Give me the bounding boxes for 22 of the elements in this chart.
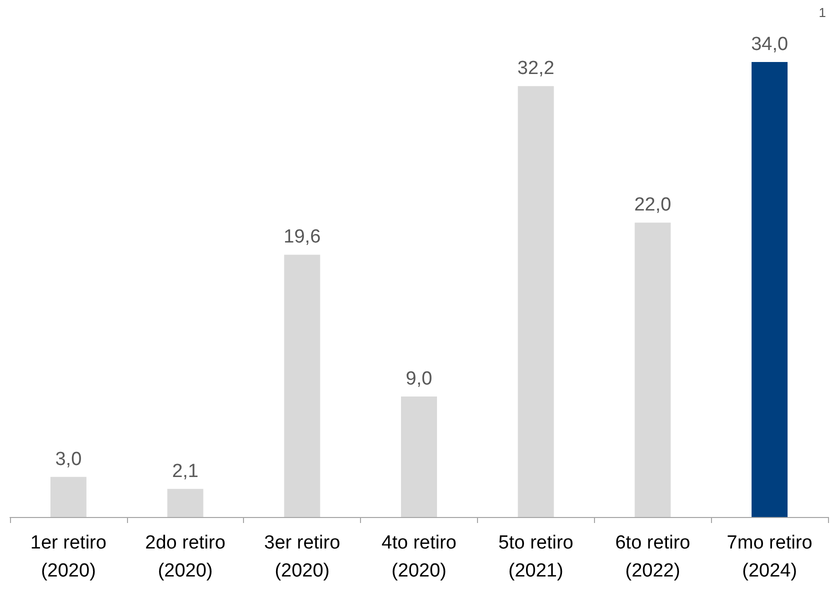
x-tick-label: 6to retiro (2022): [615, 532, 690, 582]
bar: [284, 254, 320, 517]
x-tick-label: 3er retiro (2020): [264, 532, 340, 582]
bar: [518, 86, 554, 517]
x-tick-label: 7mo retiro (2024): [726, 532, 812, 582]
bar: [634, 222, 671, 517]
data-label: 32,2: [517, 58, 554, 80]
x-tick-label: 5to retiro (2021): [498, 532, 574, 582]
text: 1: [818, 5, 826, 20]
data-label: 19,6: [284, 226, 321, 248]
x-tick-label: 2do retiro (2020): [145, 532, 226, 582]
data-label: 2,1: [172, 460, 198, 482]
x-tick-label: 4to retiro (2020): [382, 532, 456, 582]
x-tick-label: 1er retiro (2020): [30, 532, 106, 582]
bar: [752, 62, 788, 517]
data-label: 9,0: [406, 368, 432, 390]
bar: [50, 476, 86, 517]
data-label: 3,0: [55, 448, 82, 470]
data-label: 34,0: [751, 34, 788, 55]
bar: [167, 488, 204, 517]
bar: [401, 396, 437, 517]
data-label: 22,0: [634, 194, 672, 216]
